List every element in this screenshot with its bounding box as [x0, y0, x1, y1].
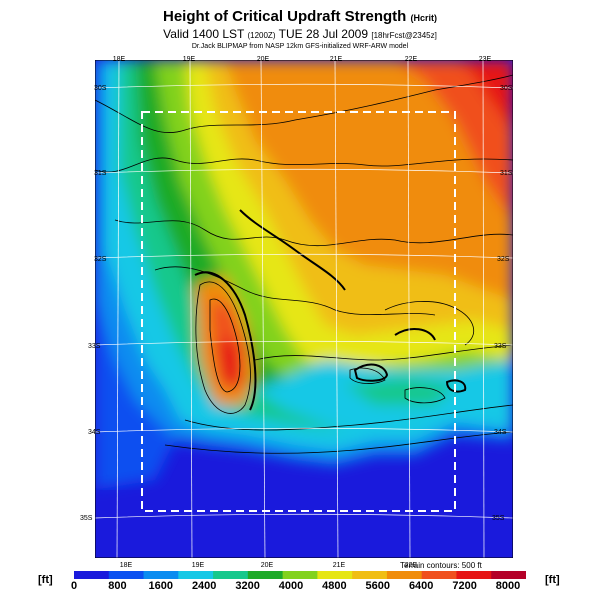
lat-label-right: 30S — [500, 85, 513, 92]
colorbar-tick-label: 2400 — [191, 580, 217, 592]
colorbar-swatch — [491, 571, 526, 579]
lat-label-right: 33S — [494, 343, 507, 350]
southern-sea — [95, 490, 513, 558]
inner-domain-box — [141, 111, 456, 512]
lat-label-right: 31S — [500, 170, 513, 177]
lat-label-right: 35S — [492, 515, 505, 522]
title-suffix: (Hcrit) — [410, 13, 438, 23]
lon-label-bottom: 20E — [260, 562, 274, 569]
lon-label-bottom: 21E — [332, 562, 346, 569]
colorbar-tick-label: 7200 — [452, 580, 477, 592]
valid-date: TUE 28 Jul 2009 — [278, 27, 368, 41]
valid-line: Valid 1400 LST — [163, 27, 245, 41]
lat-label-right: 34S — [494, 429, 507, 436]
title-text: Height of Critical Updraft Strength — [162, 8, 407, 25]
colorbar-swatch — [352, 571, 388, 579]
source-line: Dr.Jack BLIPMAP from NASP 12km GFS-initi… — [191, 43, 409, 50]
lat-label-left: 33S — [88, 343, 101, 350]
lat-label-left: 30S — [94, 85, 107, 92]
chart-title: Height of Critical Updraft Strength (Hcr… — [0, 8, 600, 25]
lat-label-right: 32S — [497, 256, 510, 263]
colorbar-swatch — [386, 571, 423, 579]
lon-label-bottom: 19E — [191, 562, 205, 569]
colorbar-swatch — [143, 571, 179, 579]
bold-contours — [194, 209, 467, 411]
lon-label-bottom: 22E — [404, 562, 418, 569]
colorbar-swatch — [421, 571, 457, 579]
lon-label-top: 23E — [478, 56, 492, 63]
terrain-note: Terrain contours: 500 ft — [400, 561, 482, 570]
colorbar-tick-label: 3200 — [235, 580, 260, 592]
colorbar-tick-label: 0 — [70, 580, 78, 592]
colorbar-swatch — [213, 571, 249, 579]
colorbar-tick-label: 800 — [108, 580, 127, 592]
colorbar-tick-label: 1600 — [148, 580, 174, 592]
terrain-contours — [95, 74, 513, 454]
lat-label-left: 34S — [88, 429, 101, 436]
lon-label-top: 19E — [182, 56, 196, 63]
valid-code: (1200Z) — [247, 31, 276, 40]
unit-right: [ft] — [545, 574, 560, 586]
forecast-map — [95, 60, 513, 558]
lon-label-top: 20E — [256, 56, 270, 63]
colorbar-tick-label: 4000 — [278, 580, 304, 592]
colorbar-tick-label: 5600 — [365, 580, 391, 592]
colorbar-swatch — [108, 571, 145, 579]
lat-label-left: 35S — [80, 515, 93, 522]
graticule — [95, 60, 513, 558]
colorbar-swatch — [456, 571, 492, 579]
lon-label-top: 21E — [329, 56, 343, 63]
lon-label-top: 18E — [112, 56, 126, 63]
colorbar-swatch — [74, 571, 110, 579]
lon-label-bottom: 18E — [119, 562, 133, 569]
lat-label-left: 31S — [94, 170, 107, 177]
unit-left: [ft] — [38, 574, 53, 586]
colorbar-swatch — [247, 571, 284, 579]
colorbar-swatch — [282, 571, 318, 579]
lon-label-top: 22E — [404, 56, 418, 63]
colorbar-tick-label: 8000 — [495, 580, 521, 592]
forecast-tag: [18hrFcst@2345z] — [371, 31, 437, 40]
lat-label-left: 32S — [94, 256, 107, 263]
colorbar — [74, 571, 526, 579]
colorbar-tick-label: 6400 — [408, 580, 434, 592]
valid-time-line: Valid 1400 LST (1200Z) TUE 28 Jul 2009 [… — [0, 27, 600, 41]
color-field — [95, 60, 513, 558]
colorbar-swatch — [178, 571, 214, 579]
colorbar-tick-label: 4800 — [322, 580, 347, 592]
colorbar-swatch — [317, 571, 353, 579]
